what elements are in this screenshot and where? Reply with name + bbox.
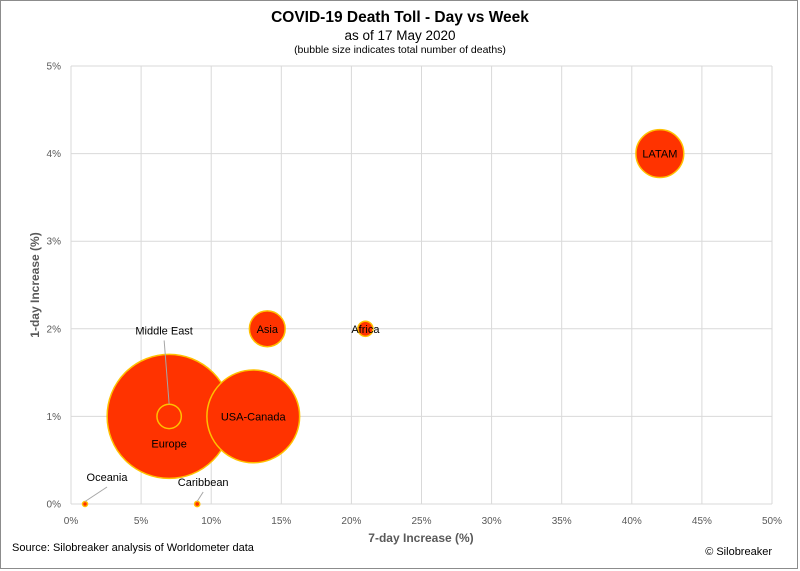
y-tick-label: 2% (47, 324, 62, 335)
bubble-asia (248, 310, 286, 348)
bubble-latam (635, 128, 685, 179)
y-axis-ticks: 0% 1% 2% 3% 4% 5% (47, 62, 62, 511)
bubble-labels: Europe USA-Canada LATAM Asia Middle East Afri… (87, 149, 678, 489)
bubble-label: Asia (257, 324, 279, 336)
x-tick-label: 50% (762, 516, 782, 527)
x-tick-label: 40% (622, 516, 642, 527)
y-tick-label: 0% (47, 500, 62, 511)
x-axis-ticks: 0% 5% 10% 15% 20% 25% 30% 35% 40% 45% 50% (64, 516, 782, 527)
bubble-oceania (81, 500, 89, 508)
y-tick-label: 3% (47, 237, 62, 248)
bubble-label: LATAM (642, 149, 677, 161)
x-tick-label: 45% (692, 516, 712, 527)
chart-title: COVID-19 Death Toll - Day vs Week (271, 9, 529, 26)
chart-note: (bubble size indicates total number of d… (294, 44, 506, 56)
bubble-middle-east (156, 403, 183, 430)
bubble-label: Middle East (135, 325, 192, 337)
x-axis-label: 7-day Increase (%) (368, 531, 473, 545)
x-tick-label: 35% (552, 516, 572, 527)
y-tick-label: 4% (47, 149, 62, 160)
x-tick-label: 0% (64, 516, 79, 527)
leader-line (196, 491, 204, 502)
leader-line (163, 340, 170, 405)
bubble-label: Europe (151, 438, 186, 450)
y-axis-label: 1-day Increase (%) (28, 232, 42, 337)
bubble-label: Caribbean (178, 477, 229, 489)
x-tick-label: 10% (201, 516, 221, 527)
bubble-label: USA-Canada (221, 411, 287, 423)
bubble-usa-canada (206, 369, 301, 464)
x-tick-label: 25% (411, 516, 431, 527)
bubble-label: Africa (351, 324, 380, 336)
chart-subtitle: as of 17 May 2020 (344, 28, 456, 43)
bubbles (81, 128, 685, 508)
bubble-caribbean (193, 500, 201, 508)
source-note: Source: Silobreaker analysis of Worldome… (12, 542, 254, 554)
x-tick-label: 30% (482, 516, 502, 527)
x-tick-label: 20% (341, 516, 361, 527)
leader-line (84, 486, 108, 502)
x-tick-label: 5% (134, 516, 149, 527)
y-tick-label: 5% (47, 62, 62, 73)
label-leader-lines (84, 340, 204, 502)
x-tick-label: 15% (271, 516, 291, 527)
bubble-africa (357, 320, 374, 338)
credit-note: © Silobreaker (705, 546, 772, 558)
bubble-label: Oceania (87, 472, 129, 484)
y-tick-label: 1% (47, 412, 62, 423)
